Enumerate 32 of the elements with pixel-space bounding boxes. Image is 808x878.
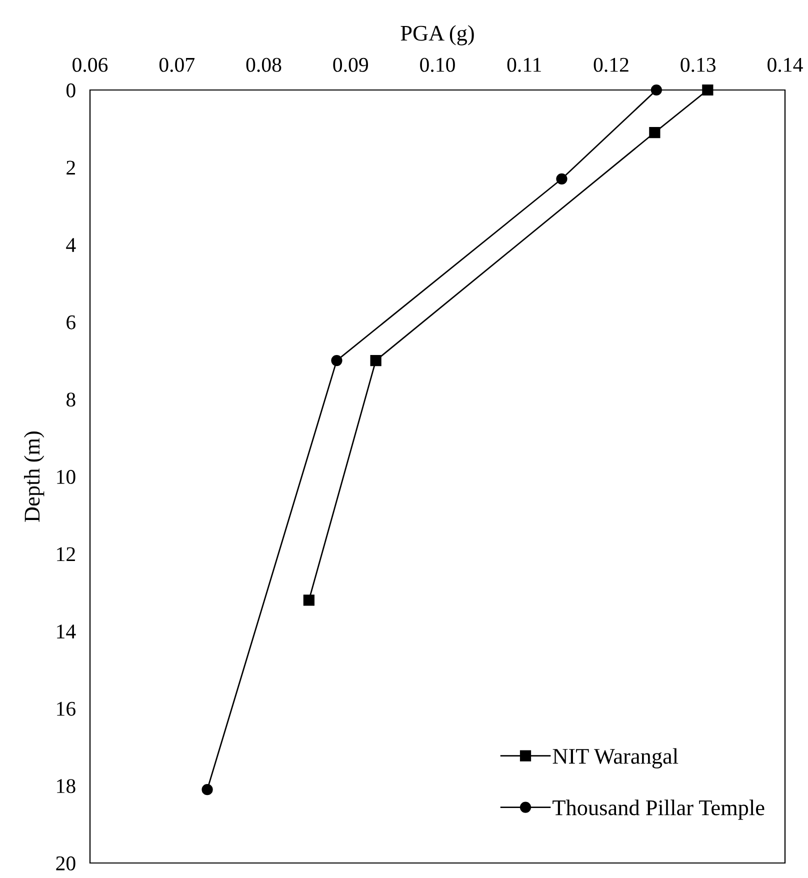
point — [556, 173, 568, 184]
y-tick-label: 12 — [57, 547, 75, 562]
y-tick-label: 10 — [57, 470, 76, 484]
x-tick-label: 0.10 — [420, 58, 455, 72]
y-tick-label: 8 — [66, 392, 76, 407]
x-tick-label: 0.08 — [246, 58, 282, 72]
y-tick-label: 18 — [57, 779, 76, 794]
y-tick-label: 16 — [57, 702, 76, 716]
y-tick-label: 0 — [66, 83, 76, 98]
y-axis-title: Depth (m) — [24, 432, 44, 522]
x-tick-label: 0.09 — [333, 58, 368, 72]
x-tick-label: 0.11 — [507, 58, 541, 72]
y-tick-label: 2 — [66, 160, 75, 175]
point — [303, 594, 314, 606]
y-tick-label: 6 — [66, 315, 76, 330]
point — [331, 354, 342, 366]
point — [370, 354, 382, 366]
point — [702, 84, 714, 96]
x-tick-label: 0.14 — [768, 58, 803, 72]
legend-label: Thousand Pillar Temple — [552, 800, 764, 820]
point — [649, 126, 660, 138]
legend-label: NIT Warangal — [552, 748, 678, 768]
y-tick-label: 20 — [56, 856, 76, 870]
y-tick-label: 14 — [57, 624, 76, 638]
x-tick-label: 0.06 — [72, 58, 108, 72]
x-tick-label: 0.07 — [159, 58, 195, 72]
point — [650, 84, 662, 96]
x-axis-title: PGA (g) — [400, 25, 474, 46]
point — [202, 784, 213, 796]
x-tick-label: 0.12 — [594, 58, 628, 72]
x-tick-label: 0.13 — [680, 58, 716, 72]
y-tick-label: 4 — [66, 238, 76, 252]
